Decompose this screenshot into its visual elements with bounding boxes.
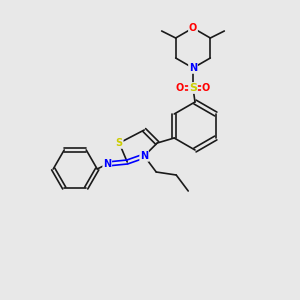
Text: N: N bbox=[189, 63, 197, 73]
Text: O: O bbox=[202, 83, 210, 93]
Text: S: S bbox=[189, 83, 197, 93]
Text: O: O bbox=[189, 23, 197, 33]
Text: O: O bbox=[176, 83, 184, 93]
Text: N: N bbox=[103, 159, 111, 169]
Text: S: S bbox=[116, 138, 123, 148]
Text: N: N bbox=[140, 151, 148, 161]
